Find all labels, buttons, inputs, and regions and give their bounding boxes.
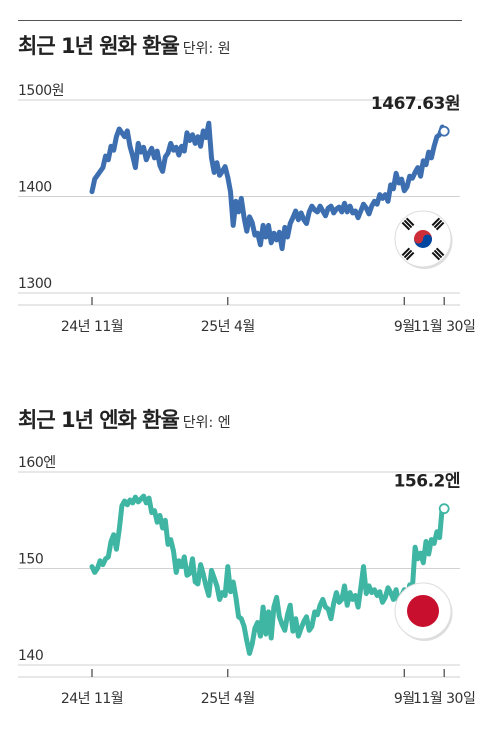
y-tick-label: 140 bbox=[18, 648, 43, 664]
chart-title: 최근 1년 엔화 환율 bbox=[18, 408, 180, 432]
unit-label: 단위: 엔 bbox=[182, 415, 231, 431]
y-tick-label: 150 bbox=[18, 552, 43, 568]
x-tick-label: 24년 11월 bbox=[61, 691, 123, 707]
unit-label: 단위: 원 bbox=[182, 41, 231, 57]
x-tick-label: 25년 4월 bbox=[201, 319, 255, 335]
x-tick-label: 9월 bbox=[394, 691, 415, 707]
y-tick-label: 160엔 bbox=[18, 455, 56, 471]
x-tick-label: 11월 30일 bbox=[413, 691, 475, 707]
x-tick-label: 25년 4월 bbox=[201, 691, 255, 707]
end-point-marker bbox=[438, 125, 450, 137]
end-value-label: 1467.63원 bbox=[371, 94, 460, 114]
series-line bbox=[89, 120, 447, 252]
y-tick-label: 1300 bbox=[18, 276, 52, 292]
krw-chart: 최근 1년 원화 환율 단위: 원 1500원 1400 1300 24년 11월 25년… bbox=[0, 0, 480, 360]
end-point-marker bbox=[438, 503, 450, 515]
y-tick-label: 1400 bbox=[18, 180, 52, 196]
x-tick-label: 24년 11월 bbox=[61, 319, 123, 335]
series-line bbox=[89, 493, 447, 656]
jpy-chart: 최근 1년 엔화 환율 단위: 엔 160엔 150 140 24년 11월 25년 4월… bbox=[0, 372, 480, 730]
x-tick-label: 9월 bbox=[394, 319, 415, 335]
y-tick-label: 1500원 bbox=[18, 83, 64, 99]
top-divider bbox=[18, 20, 462, 21]
korean-flag-icon bbox=[394, 210, 453, 269]
chart-title-row: 최근 1년 원화 환율 단위: 원 bbox=[18, 30, 231, 60]
chart-title: 최근 1년 원화 환율 bbox=[18, 34, 180, 58]
chart-title-row: 최근 1년 엔화 환율 단위: 엔 bbox=[18, 404, 231, 434]
end-value-label: 156.2엔 bbox=[394, 472, 460, 492]
x-tick-label: 11월 30일 bbox=[413, 319, 475, 335]
japanese-flag-icon bbox=[394, 582, 453, 641]
